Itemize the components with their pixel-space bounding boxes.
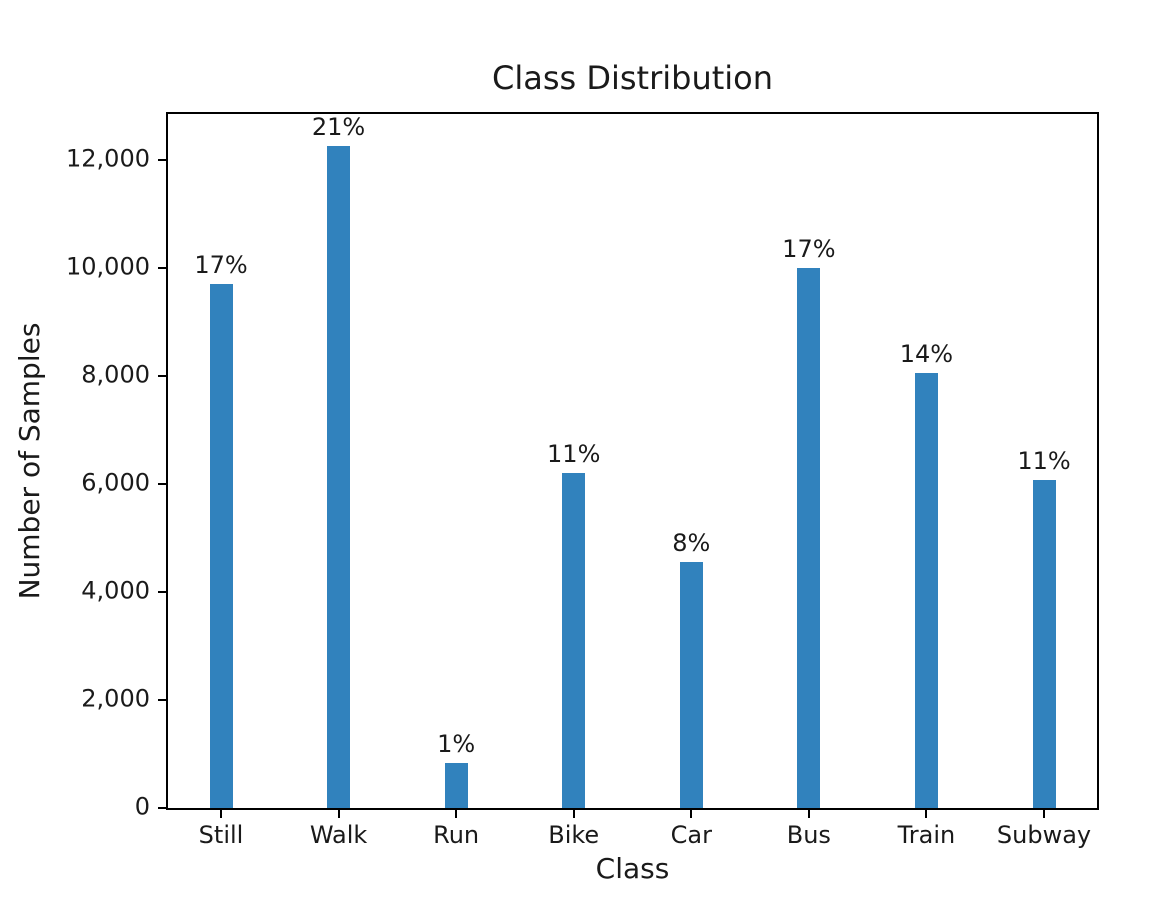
x-tick-mark	[690, 810, 693, 818]
x-tick-mark	[455, 810, 458, 818]
x-tick-label: Train	[897, 821, 956, 849]
y-tick-mark	[158, 374, 168, 377]
bar	[1032, 480, 1056, 808]
x-tick-mark	[572, 810, 575, 818]
bar-value-label: 11%	[547, 440, 601, 469]
y-tick-label: 4,000	[81, 576, 150, 605]
x-tick-label: Still	[198, 821, 244, 849]
bar	[797, 267, 821, 808]
x-tick-mark	[807, 810, 810, 818]
y-tick-mark	[158, 590, 168, 593]
y-tick-mark	[158, 266, 168, 269]
bar-value-label: 11%	[1017, 447, 1071, 476]
x-tick-label: Bike	[548, 821, 600, 849]
y-axis-label: Number of Samples	[13, 322, 46, 600]
bar-value-label: 17%	[782, 234, 836, 263]
y-tick-label: 8,000	[81, 360, 150, 389]
y-tick-mark	[158, 482, 168, 485]
bar-value-label: 14%	[899, 340, 954, 369]
x-tick-label: Walk	[309, 821, 368, 849]
x-tick-mark	[337, 810, 340, 818]
bar	[327, 146, 351, 808]
x-tick-label: Run	[433, 821, 480, 849]
y-tick-mark	[158, 158, 168, 161]
y-tick-label: 10,000	[66, 252, 150, 281]
bar	[562, 473, 586, 808]
x-tick-mark	[925, 810, 928, 818]
x-tick-label: Car	[670, 821, 712, 849]
bar-value-label: 8%	[672, 529, 711, 558]
x-tick-label: Subway	[996, 821, 1092, 849]
y-tick-label: 12,000	[66, 144, 150, 173]
y-tick-label: 2,000	[81, 684, 150, 713]
x-tick-mark	[220, 810, 222, 818]
bar	[209, 284, 233, 808]
chart-title: Class Distribution	[491, 59, 774, 97]
y-tick-mark	[158, 807, 168, 809]
x-axis-label: Class	[595, 852, 670, 885]
y-tick-label: 6,000	[81, 468, 150, 497]
y-tick-mark	[158, 698, 168, 701]
bar	[914, 373, 938, 808]
x-tick-label: Bus	[786, 821, 831, 849]
plot-area: 17% Still 21% Walk 1% Run 11% Bike 8% Car 17% Bus 14…	[66, 112, 1099, 849]
bar-value-label: 21%	[311, 113, 366, 142]
bar-value-label: 17%	[194, 251, 248, 280]
x-tick-mark	[1043, 810, 1045, 818]
bar	[679, 562, 703, 808]
y-tick-label: 0	[134, 792, 150, 821]
bar-value-label: 1%	[437, 730, 476, 759]
bar	[444, 763, 468, 808]
